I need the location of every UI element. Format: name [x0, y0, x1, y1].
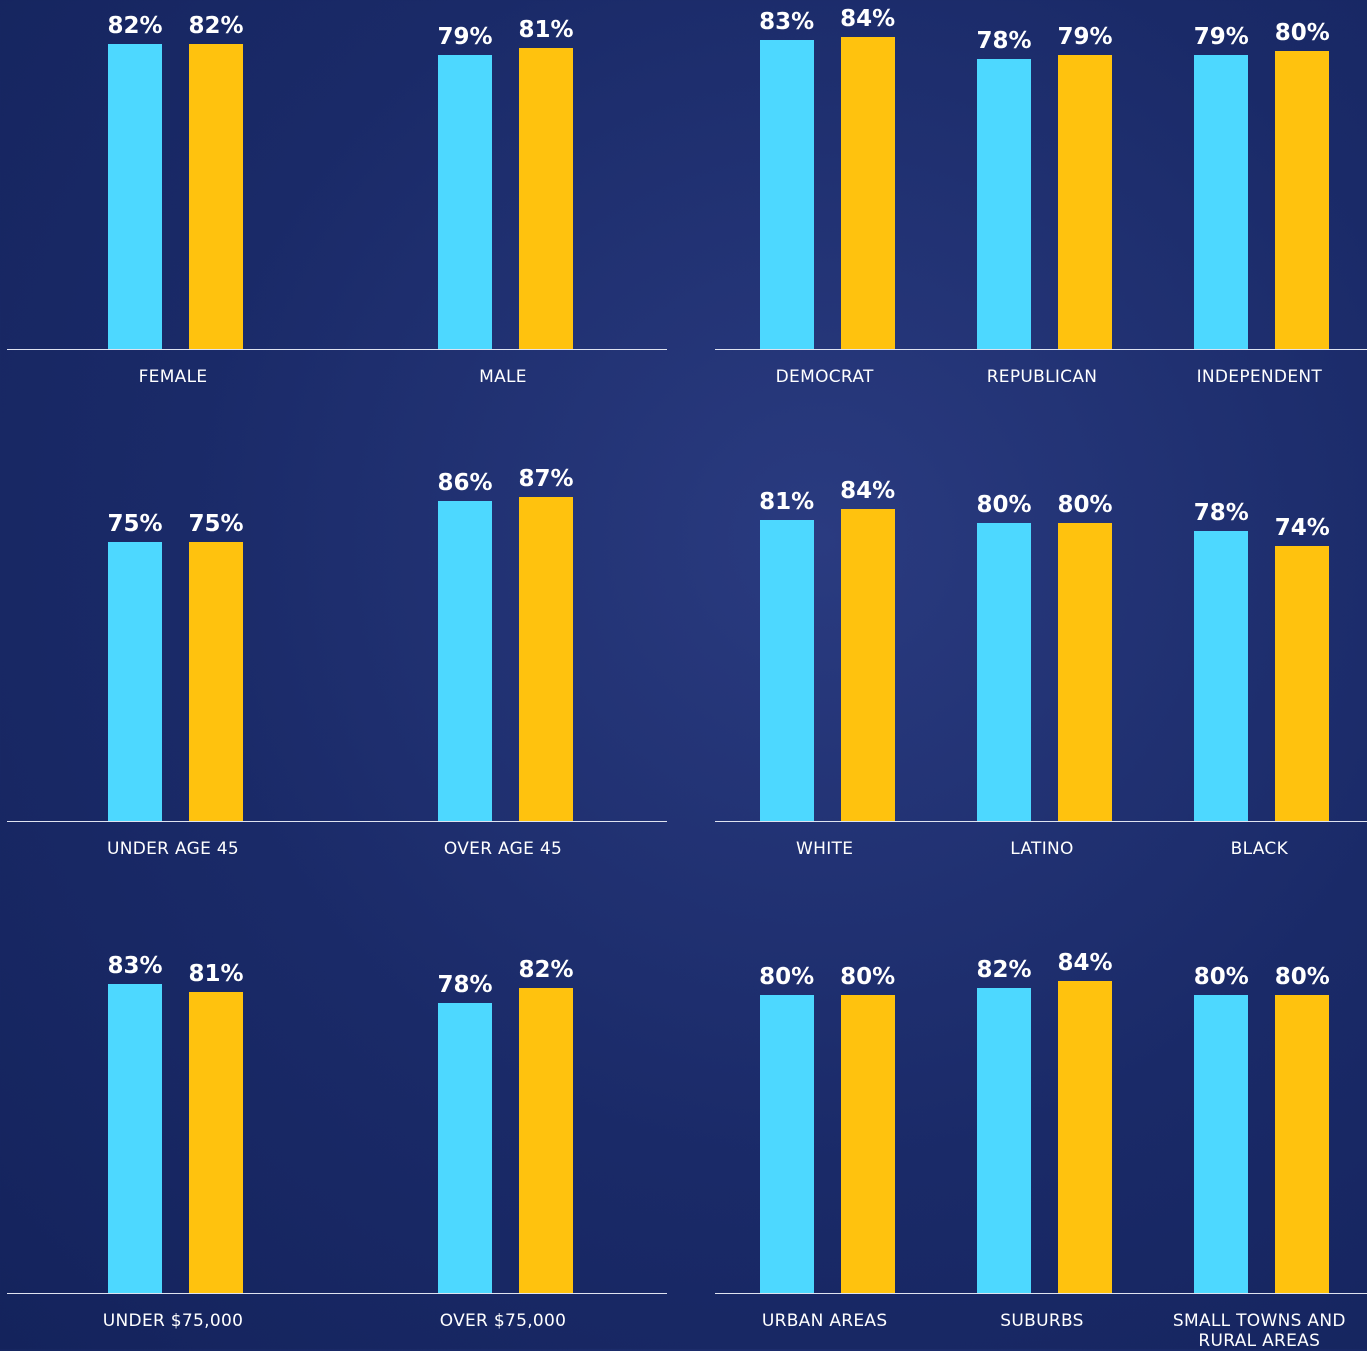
- category-label: URBAN AREAS: [725, 1311, 925, 1331]
- bar: [841, 37, 895, 349]
- value-label: 82%: [176, 13, 256, 39]
- category-label: FEMALE: [73, 367, 273, 387]
- value-label: 86%: [425, 470, 505, 496]
- category-label: WHITE: [725, 839, 925, 859]
- bar: [438, 55, 492, 349]
- bar: [760, 40, 814, 349]
- bar: [438, 501, 492, 821]
- value-label: 81%: [506, 17, 586, 43]
- value-label: 83%: [95, 953, 175, 979]
- value-label: 81%: [176, 961, 256, 987]
- baseline: [7, 821, 667, 822]
- category-label: MALE: [403, 367, 603, 387]
- value-label: 78%: [425, 972, 505, 998]
- bar: [519, 48, 573, 349]
- bar: [108, 984, 162, 1293]
- baseline: [7, 349, 667, 350]
- value-label: 79%: [425, 24, 505, 50]
- value-label: 83%: [747, 9, 827, 35]
- value-label: 80%: [1262, 20, 1342, 46]
- value-label: 82%: [95, 13, 175, 39]
- bar: [189, 44, 243, 349]
- category-label: BLACK: [1159, 839, 1359, 859]
- category-label: UNDER $75,000: [73, 1311, 273, 1331]
- bar: [189, 542, 243, 821]
- bar: [1275, 51, 1329, 349]
- baseline: [715, 1293, 1367, 1294]
- value-label: 80%: [964, 492, 1044, 518]
- value-label: 80%: [1045, 492, 1125, 518]
- category-label: SUBURBS: [942, 1311, 1142, 1331]
- category-label: OVER AGE 45: [403, 839, 603, 859]
- value-label: 80%: [1262, 964, 1342, 990]
- chart-grid: FEMALE82%82%MALE79%81%DEMOCRAT83%84%REPU…: [0, 0, 1367, 1349]
- value-label: 79%: [1181, 24, 1261, 50]
- bar: [189, 992, 243, 1293]
- bar: [1058, 55, 1112, 349]
- bar: [977, 523, 1031, 821]
- bar: [841, 995, 895, 1293]
- category-label: UNDER AGE 45: [73, 839, 273, 859]
- value-label: 81%: [747, 489, 827, 515]
- bar: [977, 988, 1031, 1293]
- category-label: DEMOCRAT: [725, 367, 925, 387]
- bar: [1275, 995, 1329, 1293]
- category-label: REPUBLICAN: [942, 367, 1142, 387]
- category-label: OVER $75,000: [403, 1311, 603, 1331]
- bar: [1194, 531, 1248, 821]
- bar: [108, 44, 162, 349]
- value-label: 75%: [176, 511, 256, 537]
- value-label: 84%: [828, 6, 908, 32]
- bar: [760, 520, 814, 821]
- value-label: 74%: [1262, 515, 1342, 541]
- value-label: 80%: [1181, 964, 1261, 990]
- value-label: 78%: [1181, 500, 1261, 526]
- value-label: 82%: [964, 957, 1044, 983]
- value-label: 82%: [506, 957, 586, 983]
- value-label: 78%: [964, 28, 1044, 54]
- value-label: 80%: [747, 964, 827, 990]
- bar: [1058, 981, 1112, 1293]
- baseline: [7, 1293, 667, 1294]
- category-label: LATINO: [942, 839, 1142, 859]
- value-label: 75%: [95, 511, 175, 537]
- bar: [977, 59, 1031, 349]
- value-label: 87%: [506, 466, 586, 492]
- value-label: 80%: [828, 964, 908, 990]
- value-label: 84%: [1045, 950, 1125, 976]
- baseline: [715, 821, 1367, 822]
- category-label: INDEPENDENT: [1159, 367, 1359, 387]
- bar: [841, 509, 895, 821]
- bar: [1194, 55, 1248, 349]
- bar: [1194, 995, 1248, 1293]
- bar: [519, 988, 573, 1293]
- value-label: 84%: [828, 478, 908, 504]
- bar: [108, 542, 162, 821]
- category-label: SMALL TOWNS AND RURAL AREAS: [1159, 1311, 1359, 1351]
- bar: [519, 497, 573, 821]
- value-label: 79%: [1045, 24, 1125, 50]
- bar: [438, 1003, 492, 1293]
- bar: [1058, 523, 1112, 821]
- baseline: [715, 349, 1367, 350]
- bar: [1275, 546, 1329, 821]
- bar: [760, 995, 814, 1293]
